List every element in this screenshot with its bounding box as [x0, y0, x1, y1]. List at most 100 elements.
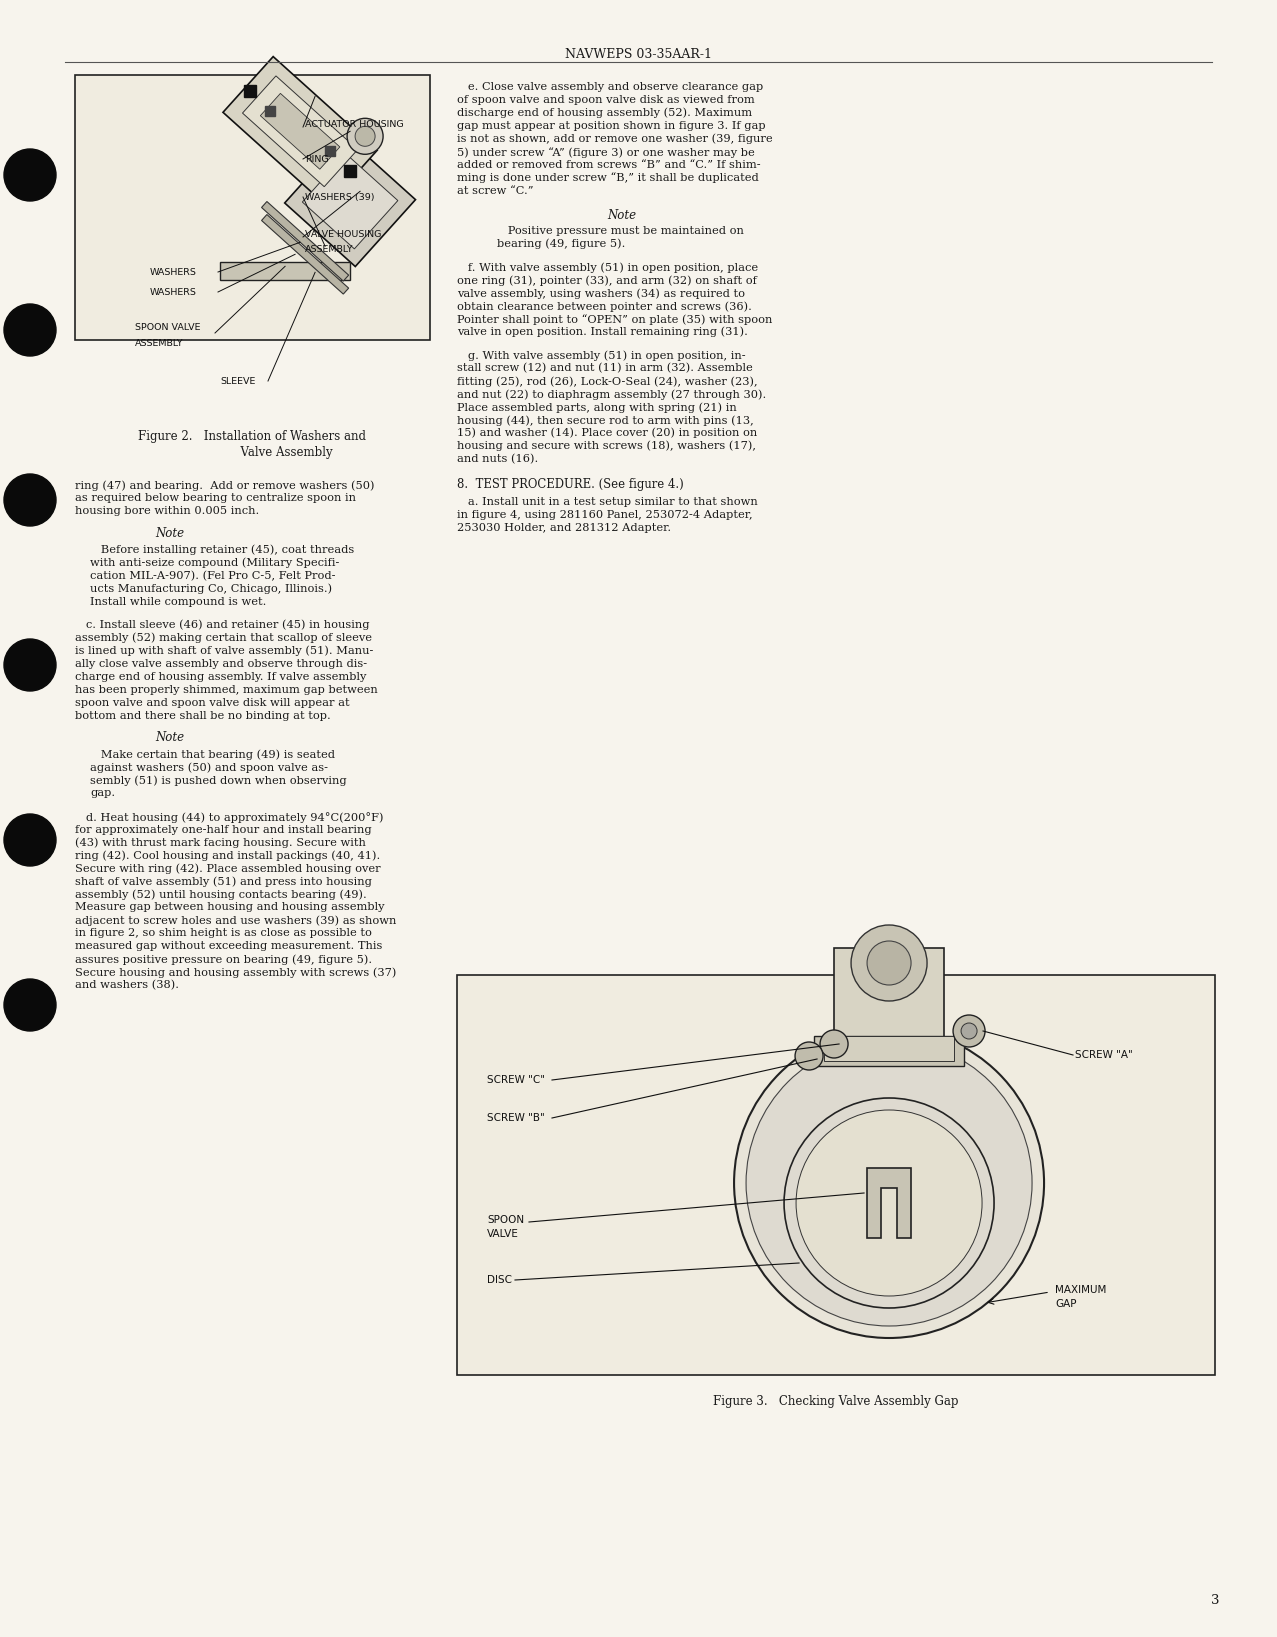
Text: SPOON VALVE: SPOON VALVE	[135, 322, 200, 332]
Text: GAP: GAP	[1055, 1300, 1077, 1310]
Bar	[266, 106, 275, 116]
Text: Secure housing and housing assembly with screws (37): Secure housing and housing assembly with…	[75, 967, 396, 977]
Circle shape	[4, 304, 56, 355]
Circle shape	[953, 1015, 985, 1048]
Text: Note: Note	[155, 527, 184, 540]
Text: 253030 Holder, and 281312 Adapter.: 253030 Holder, and 281312 Adapter.	[457, 522, 672, 532]
Text: in figure 2, so shim height is as close as possible to: in figure 2, so shim height is as close …	[75, 928, 372, 938]
Text: SCREW "A": SCREW "A"	[1075, 1049, 1133, 1061]
Bar	[824, 1036, 954, 1061]
Text: assures positive pressure on bearing (49, figure 5).: assures positive pressure on bearing (49…	[75, 954, 372, 964]
Text: valve assembly, using washers (34) as required to: valve assembly, using washers (34) as re…	[457, 288, 744, 298]
Text: bottom and there shall be no binding at top.: bottom and there shall be no binding at …	[75, 710, 331, 720]
Text: and washers (38).: and washers (38).	[75, 981, 179, 990]
Text: Measure gap between housing and housing assembly: Measure gap between housing and housing …	[75, 902, 384, 912]
Circle shape	[4, 475, 56, 525]
Text: ASSEMBLY: ASSEMBLY	[305, 246, 354, 254]
Text: SCREW "C": SCREW "C"	[487, 1076, 545, 1085]
Text: charge end of housing assembly. If valve assembly: charge end of housing assembly. If valve…	[75, 671, 366, 681]
Text: obtain clearance between pointer and screws (36).: obtain clearance between pointer and scr…	[457, 301, 752, 311]
Bar	[244, 85, 257, 97]
Circle shape	[784, 1098, 994, 1308]
Text: (43) with thrust mark facing housing. Secure with: (43) with thrust mark facing housing. Se…	[75, 838, 366, 848]
Polygon shape	[243, 75, 358, 187]
Polygon shape	[262, 201, 349, 282]
Text: stall screw (12) and nut (11) in arm (32). Assemble: stall screw (12) and nut (11) in arm (32…	[457, 363, 752, 373]
Text: measured gap without exceeding measurement. This: measured gap without exceeding measureme…	[75, 941, 382, 951]
Text: Positive pressure must be maintained on: Positive pressure must be maintained on	[497, 226, 744, 236]
Text: 15) and washer (14). Place cover (20) in position on: 15) and washer (14). Place cover (20) in…	[457, 427, 757, 439]
Text: Before installing retainer (45), coat threads: Before installing retainer (45), coat th…	[89, 545, 354, 555]
Text: SLEEVE: SLEEVE	[220, 377, 255, 386]
Text: RING: RING	[305, 156, 328, 164]
Text: 8.  TEST PROCEDURE. (See figure 4.): 8. TEST PROCEDURE. (See figure 4.)	[457, 478, 683, 491]
Bar	[344, 165, 356, 177]
Polygon shape	[261, 93, 340, 169]
Text: against washers (50) and spoon valve as-: against washers (50) and spoon valve as-	[89, 763, 328, 773]
Text: d. Heat housing (44) to approximately 94°C(200°F): d. Heat housing (44) to approximately 94…	[75, 812, 383, 822]
Text: SCREW "B": SCREW "B"	[487, 1113, 545, 1123]
Text: Secure with ring (42). Place assembled housing over: Secure with ring (42). Place assembled h…	[75, 863, 381, 874]
Text: shaft of valve assembly (51) and press into housing: shaft of valve assembly (51) and press i…	[75, 876, 372, 887]
Text: adjacent to screw holes and use washers (39) as shown: adjacent to screw holes and use washers …	[75, 915, 396, 927]
Polygon shape	[285, 136, 415, 267]
Text: bearing (49, figure 5).: bearing (49, figure 5).	[497, 239, 626, 249]
Text: ally close valve assembly and observe through dis-: ally close valve assembly and observe th…	[75, 658, 366, 670]
Bar	[813, 1036, 964, 1066]
Text: ACTUATOR HOUSING: ACTUATOR HOUSING	[305, 120, 404, 129]
Circle shape	[4, 814, 56, 866]
Text: spoon valve and spoon valve disk will appear at: spoon valve and spoon valve disk will ap…	[75, 697, 350, 707]
Text: gap.: gap.	[89, 789, 115, 799]
Text: discharge end of housing assembly (52). Maximum: discharge end of housing assembly (52). …	[457, 108, 752, 118]
Circle shape	[4, 979, 56, 1031]
Text: a. Install unit in a test setup similar to that shown: a. Install unit in a test setup similar …	[457, 496, 757, 506]
Circle shape	[734, 1028, 1045, 1337]
Bar	[834, 948, 944, 1043]
Text: Figure 2.   Installation of Washers and: Figure 2. Installation of Washers and	[138, 431, 366, 444]
Text: housing and secure with screws (18), washers (17),: housing and secure with screws (18), was…	[457, 440, 756, 452]
Circle shape	[746, 1039, 1032, 1326]
Text: DISC: DISC	[487, 1275, 512, 1285]
Text: at screw “C.”: at screw “C.”	[457, 185, 534, 196]
Bar	[75, 75, 430, 340]
Text: added or removed from screws “B” and “C.” If shim-: added or removed from screws “B” and “C.…	[457, 160, 761, 170]
Text: Valve Assembly: Valve Assembly	[172, 445, 332, 458]
Text: and nuts (16).: and nuts (16).	[457, 453, 538, 465]
Text: 5) under screw “A” (figure 3) or one washer may be: 5) under screw “A” (figure 3) or one was…	[457, 147, 755, 157]
Polygon shape	[262, 214, 349, 295]
Text: e. Close valve assembly and observe clearance gap: e. Close valve assembly and observe clea…	[457, 82, 764, 92]
Text: VALVE HOUSING: VALVE HOUSING	[305, 231, 382, 239]
Circle shape	[4, 149, 56, 201]
Bar	[457, 976, 1214, 1375]
Text: ASSEMBLY: ASSEMBLY	[135, 339, 184, 349]
Text: gap must appear at position shown in figure 3. If gap: gap must appear at position shown in fig…	[457, 121, 766, 131]
Circle shape	[867, 941, 911, 985]
Circle shape	[962, 1023, 977, 1039]
Text: Install while compound is wet.: Install while compound is wet.	[89, 596, 267, 607]
Text: for approximately one-half hour and install bearing: for approximately one-half hour and inst…	[75, 825, 372, 835]
Text: SPOON: SPOON	[487, 1215, 524, 1224]
Text: Note: Note	[155, 732, 184, 745]
Text: ring (47) and bearing.  Add or remove washers (50): ring (47) and bearing. Add or remove was…	[75, 480, 374, 491]
Text: ucts Manufacturing Co, Chicago, Illinois.): ucts Manufacturing Co, Chicago, Illinois…	[89, 584, 332, 594]
Text: WASHERS: WASHERS	[149, 288, 197, 296]
Polygon shape	[220, 262, 350, 280]
Text: cation MIL-A-907). (Fel Pro C-5, Felt Prod-: cation MIL-A-907). (Fel Pro C-5, Felt Pr…	[89, 571, 336, 581]
Text: Make certain that bearing (49) is seated: Make certain that bearing (49) is seated	[89, 750, 335, 760]
Text: Note: Note	[607, 210, 636, 223]
Polygon shape	[303, 154, 398, 249]
Text: assembly (52) until housing contacts bearing (49).: assembly (52) until housing contacts bea…	[75, 889, 366, 900]
Text: housing bore within 0.005 inch.: housing bore within 0.005 inch.	[75, 506, 259, 516]
Text: as required below bearing to centralize spoon in: as required below bearing to centralize …	[75, 493, 356, 503]
Text: ming is done under screw “B,” it shall be duplicated: ming is done under screw “B,” it shall b…	[457, 172, 759, 183]
Text: Pointer shall point to “OPEN” on plate (35) with spoon: Pointer shall point to “OPEN” on plate (…	[457, 314, 773, 324]
Polygon shape	[867, 1169, 911, 1238]
Text: with anti-seize compound (Military Specifi-: with anti-seize compound (Military Speci…	[89, 558, 340, 568]
Text: Figure 3.   Checking Valve Assembly Gap: Figure 3. Checking Valve Assembly Gap	[714, 1395, 959, 1408]
Circle shape	[820, 1030, 848, 1058]
Text: of spoon valve and spoon valve disk as viewed from: of spoon valve and spoon valve disk as v…	[457, 95, 755, 105]
Circle shape	[4, 638, 56, 691]
Text: NAVWEPS 03-35AAR-1: NAVWEPS 03-35AAR-1	[564, 47, 713, 61]
Bar	[326, 146, 335, 156]
Text: MAXIMUM: MAXIMUM	[1055, 1285, 1106, 1295]
